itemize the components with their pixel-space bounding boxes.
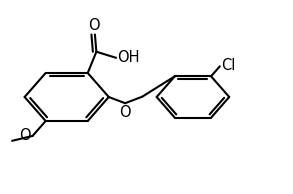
Text: O: O	[20, 128, 31, 143]
Text: Cl: Cl	[221, 58, 236, 73]
Text: O: O	[120, 105, 131, 120]
Text: OH: OH	[117, 50, 140, 65]
Text: O: O	[88, 18, 100, 33]
